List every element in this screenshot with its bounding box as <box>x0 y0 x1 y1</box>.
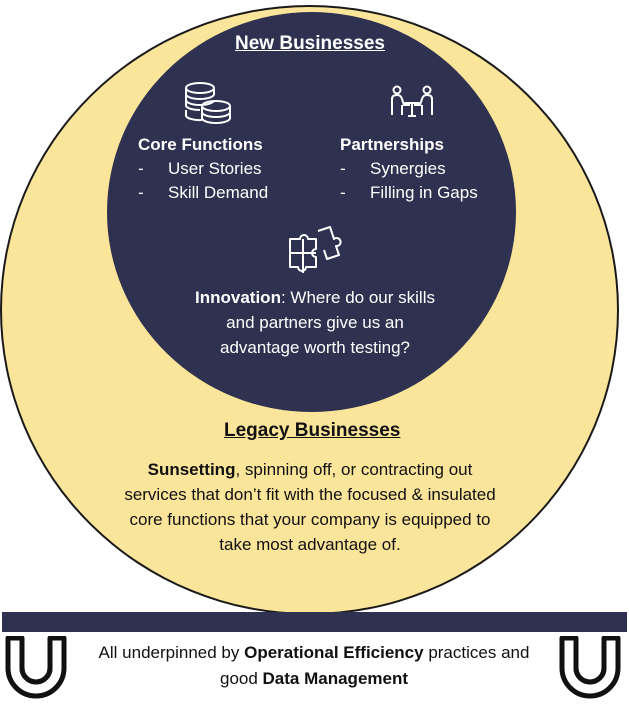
innovation-text: Innovation: Where do our skills and part… <box>195 288 435 357</box>
core-functions-list: - User Stories - Skill Demand <box>138 159 268 203</box>
foundation-bar <box>2 612 627 632</box>
meeting-icon <box>388 85 436 126</box>
magnet-icon <box>556 635 624 707</box>
magnet-icon <box>2 635 70 707</box>
footer-text: All underpinned by Operational Efficienc… <box>98 643 530 688</box>
list-item: - User Stories <box>138 159 262 178</box>
core-functions-block: Core Functions - User Stories - Skill Dema… <box>138 135 268 203</box>
list-item: - Filling in Gaps <box>340 183 478 202</box>
new-businesses-circle <box>107 12 516 412</box>
coins-icon <box>178 80 238 133</box>
legacy-businesses-title: Legacy Businesses <box>224 420 401 441</box>
partnerships-list: - Synergies - Filling in Gaps <box>340 159 478 203</box>
legacy-text: Sunsetting, spinning off, or contracting… <box>124 460 496 554</box>
puzzle-icon <box>286 225 342 282</box>
partnerships-block: Partnerships - Synergies - Filling in Gaps <box>340 135 478 203</box>
list-item: - Synergies <box>340 159 446 178</box>
new-businesses-title: New Businesses <box>235 33 385 54</box>
partnerships-heading: Partnerships <box>340 135 444 154</box>
list-item: - Skill Demand <box>138 183 269 202</box>
core-functions-heading: Core Functions <box>138 135 263 154</box>
